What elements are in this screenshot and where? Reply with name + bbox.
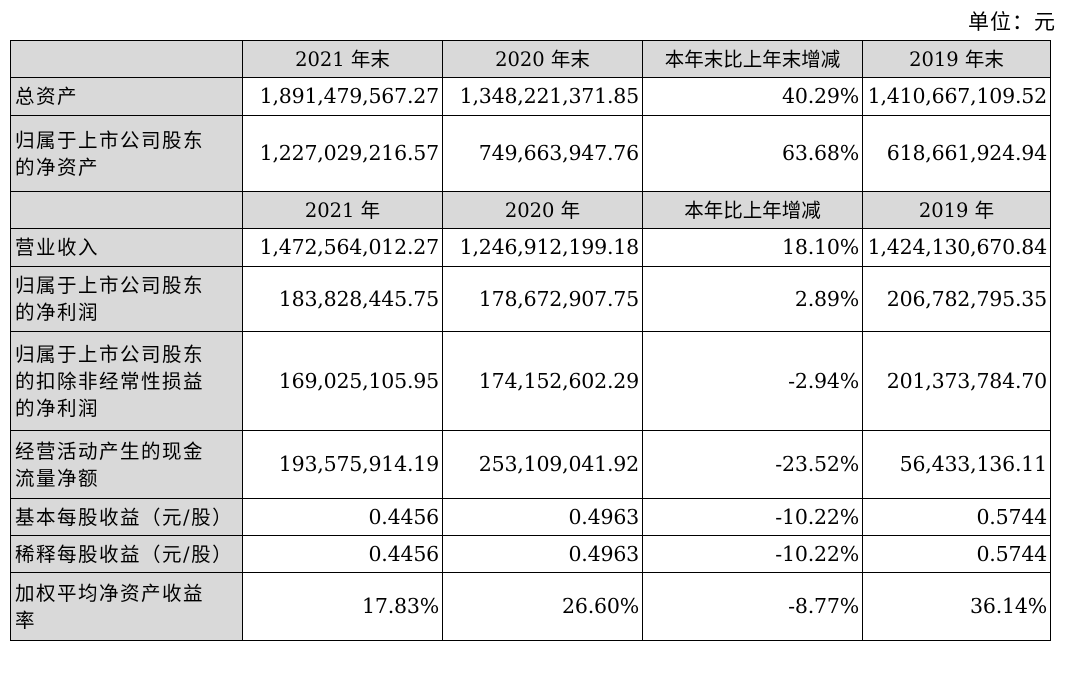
column-header: 2020 年末	[442, 40, 643, 78]
column-header: 本年末比上年末增减	[642, 40, 863, 78]
table-cell: 0.5744	[862, 498, 1051, 536]
table-cell: 0.5744	[862, 535, 1051, 573]
table-cell: 193,575,914.19	[242, 430, 443, 499]
table-row: 归属于上市公司股东 的扣除非经常性损益 的净利润 169,025,105.95 …	[10, 331, 1051, 431]
table-row: 归属于上市公司股东 的净资产 1,227,029,216.57 749,663,…	[10, 115, 1051, 192]
table-cell: 183,828,445.75	[242, 266, 443, 332]
table-cell: 206,782,795.35	[862, 266, 1051, 332]
column-header: 本年比上年增减	[642, 191, 863, 229]
table-cell: 0.4963	[442, 498, 643, 536]
table-cell: 63.68%	[642, 115, 863, 192]
table-cell: 749,663,947.76	[442, 115, 643, 192]
column-header: 2020 年	[442, 191, 643, 229]
header-row-year: 2021 年 2020 年 本年比上年增减 2019 年	[10, 191, 1051, 229]
table-cell: 0.4963	[442, 535, 643, 573]
table-cell: 169,025,105.95	[242, 331, 443, 431]
table-cell: 36.14%	[862, 572, 1051, 641]
table-cell: 1,472,564,012.27	[242, 228, 443, 267]
row-label: 加权平均净资产收益 率	[10, 572, 243, 641]
table-cell: 40.29%	[642, 77, 863, 116]
table-row: 经营活动产生的现金 流量净额 193,575,914.19 253,109,04…	[10, 430, 1051, 499]
table-cell: -8.77%	[642, 572, 863, 641]
table-cell: 0.4456	[242, 498, 443, 536]
table-cell: 201,373,784.70	[862, 331, 1051, 431]
row-label: 归属于上市公司股东 的扣除非经常性损益 的净利润	[10, 331, 243, 431]
table-cell: 253,109,041.92	[442, 430, 643, 499]
table-cell: -10.22%	[642, 498, 863, 536]
table-cell: 1,348,221,371.85	[442, 77, 643, 116]
row-label: 稀释每股收益（元/股）	[10, 535, 243, 573]
row-label: 基本每股收益（元/股）	[10, 498, 243, 536]
table-cell: 178,672,907.75	[442, 266, 643, 332]
column-header: 2021 年	[242, 191, 443, 229]
table-cell: 1,891,479,567.27	[242, 77, 443, 116]
row-label: 归属于上市公司股东 的净利润	[10, 266, 243, 332]
financial-summary-table: 2021 年末 2020 年末 本年末比上年末增减 2019 年末 总资产 1,…	[10, 40, 1051, 641]
unit-label: 单位：元	[968, 10, 1056, 34]
header-corner-cell	[10, 191, 243, 229]
table-cell: 618,661,924.94	[862, 115, 1051, 192]
table-cell: -23.52%	[642, 430, 863, 499]
table-row: 归属于上市公司股东 的净利润 183,828,445.75 178,672,90…	[10, 266, 1051, 332]
column-header: 2019 年末	[862, 40, 1051, 78]
table-row: 总资产 1,891,479,567.27 1,348,221,371.85 40…	[10, 77, 1051, 116]
header-corner-cell	[10, 40, 243, 78]
table-cell: 174,152,602.29	[442, 331, 643, 431]
table-cell: 0.4456	[242, 535, 443, 573]
table-row: 基本每股收益（元/股） 0.4456 0.4963 -10.22% 0.5744	[10, 498, 1051, 536]
table-cell: -10.22%	[642, 535, 863, 573]
row-label: 总资产	[10, 77, 243, 116]
table-row: 营业收入 1,472,564,012.27 1,246,912,199.18 1…	[10, 228, 1051, 267]
table-cell: -2.94%	[642, 331, 863, 431]
table-cell: 1,227,029,216.57	[242, 115, 443, 192]
table-cell: 26.60%	[442, 572, 643, 641]
table-row: 稀释每股收益（元/股） 0.4456 0.4963 -10.22% 0.5744	[10, 535, 1051, 573]
column-header: 2019 年	[862, 191, 1051, 229]
table-cell: 2.89%	[642, 266, 863, 332]
table-cell: 17.83%	[242, 572, 443, 641]
table-cell: 1,410,667,109.52	[862, 77, 1051, 116]
row-label: 经营活动产生的现金 流量净额	[10, 430, 243, 499]
column-header: 2021 年末	[242, 40, 443, 78]
table-cell: 18.10%	[642, 228, 863, 267]
table-cell: 1,246,912,199.18	[442, 228, 643, 267]
row-label: 归属于上市公司股东 的净资产	[10, 115, 243, 192]
row-label: 营业收入	[10, 228, 243, 267]
table-cell: 1,424,130,670.84	[862, 228, 1051, 267]
table-cell: 56,433,136.11	[862, 430, 1051, 499]
header-row-year-end: 2021 年末 2020 年末 本年末比上年末增减 2019 年末	[10, 40, 1051, 78]
table-row: 加权平均净资产收益 率 17.83% 26.60% -8.77% 36.14%	[10, 572, 1051, 641]
